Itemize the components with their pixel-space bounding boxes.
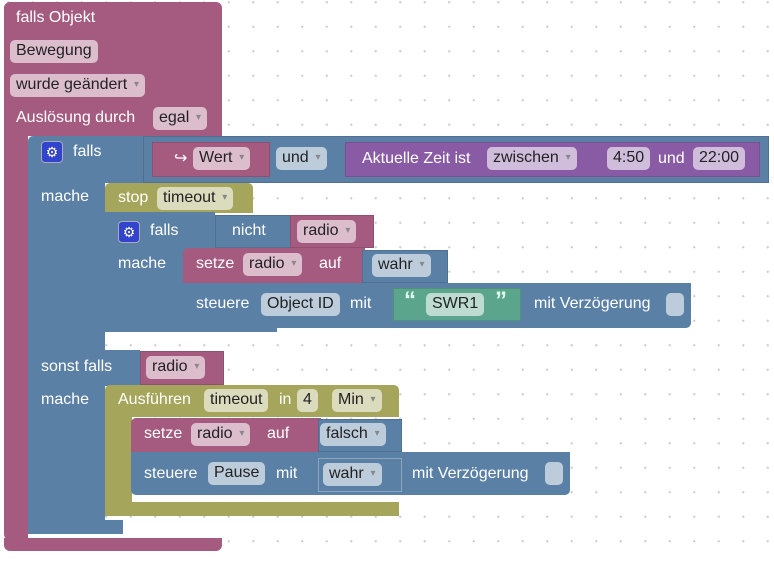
condition-dropdown[interactable]: wurde geändert [10,74,145,97]
trigger-label: Auslösung durch [16,109,136,126]
timeout-in-label: in [279,391,292,408]
timeout-bottom [105,502,399,516]
nested-if-column [105,248,185,332]
control-with-label: mit [350,295,372,312]
elseif-radio-dropdown[interactable]: radio [146,356,206,379]
stop-timer-dropdown[interactable]: timeout [157,187,234,210]
time-and-label: und [658,150,685,167]
set-to-label: auf [319,255,342,272]
set2-to-label: auf [267,425,290,442]
bool-false-dropdown[interactable]: falsch [320,423,386,446]
elseif-row [28,350,140,386]
delay-label: mit Verzögerung [534,295,651,312]
if-block-bottom [28,520,123,534]
nested-mache-label: mache [118,255,167,272]
time-from-field[interactable]: 4:50 [607,147,651,170]
set2-var-dropdown[interactable]: radio [191,423,251,446]
set-label: setze [196,255,235,272]
control2-with-label: mit [276,465,298,482]
stop-label: stop [118,189,149,206]
event-block-bottom [4,538,222,551]
if-mache-label: mache [41,188,90,205]
and-dropdown[interactable]: und [276,147,327,170]
control2-delay-checkbox[interactable] [545,462,563,485]
if-falls-label: falls [73,143,102,160]
event-block-body [4,136,28,540]
object-field[interactable]: Bewegung [10,40,98,63]
set-var-dropdown[interactable]: radio [243,253,303,276]
text-value-field[interactable]: SWR1 [426,293,485,316]
control-label: steuere [196,295,250,312]
not-label: nicht [232,222,266,239]
time-label: Aktuelle Zeit ist [362,150,471,167]
timeout-unit-dropdown[interactable]: Min [332,389,382,412]
time-to-field[interactable]: 22:00 [693,147,746,170]
wert-dropdown[interactable]: Wert [193,147,251,170]
radio-var-dropdown[interactable]: radio [297,220,357,243]
control2-delay-label: mit Verzögerung [412,465,529,482]
nested-falls-label: falls [150,222,179,239]
not-block[interactable] [215,215,293,248]
object-id-field[interactable]: Object ID [261,293,340,316]
elseif-mache-label: mache [41,391,90,408]
timeout-column [105,416,132,516]
set2-label: setze [144,425,183,442]
close-quote-icon: ” [495,287,507,314]
gear-icon[interactable]: ⚙ [41,141,63,163]
timeout-label: Ausführen [118,391,191,408]
trigger-dropdown[interactable]: egal [153,107,208,130]
timeout-timer-field[interactable]: timeout [204,389,269,412]
time-mode-dropdown[interactable]: zwischen [487,147,577,170]
control2-label: steuere [144,465,198,482]
bool-true-dropdown[interactable]: wahr [372,254,431,277]
control2-bool-dropdown[interactable]: wahr [323,463,382,486]
gear-icon[interactable]: ⚙ [118,221,140,243]
timeout-amount-field[interactable]: 4 [297,389,318,412]
delay-checkbox[interactable] [666,293,684,316]
open-quote-icon: “ [404,287,416,314]
event-title: falls Objekt [16,9,96,26]
elseif-label: sonst falls [41,358,113,375]
return-arrow-icon: ↪ [174,150,188,167]
pause-id-field[interactable]: Pause [208,462,266,485]
